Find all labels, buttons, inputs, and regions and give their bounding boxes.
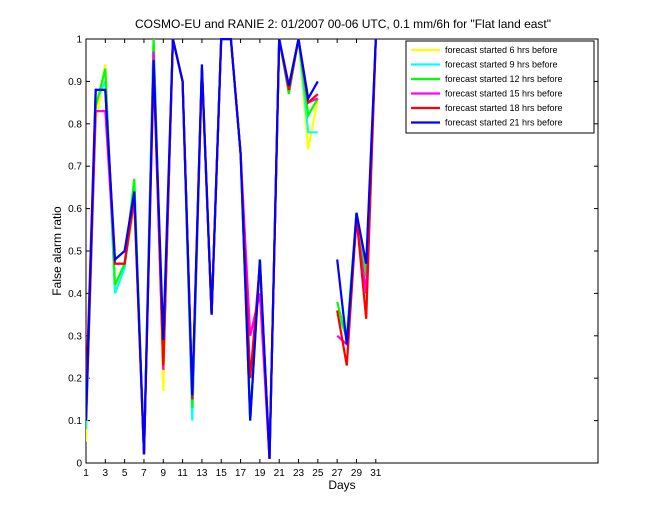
- x-tick-label: 9: [161, 468, 167, 479]
- y-tick-label: 0: [76, 459, 82, 470]
- y-tick-label: 0.7: [68, 162, 82, 173]
- y-tick-label: 1: [76, 35, 82, 46]
- series-line-5: [86, 38, 377, 459]
- x-axis-title: Days: [328, 478, 355, 492]
- x-tick-label: 31: [370, 468, 382, 479]
- x-tick-label: 17: [235, 468, 247, 479]
- legend-label-0: forecast started 6 hrs before: [445, 45, 558, 55]
- legend-label-4: forecast started 18 hrs before: [445, 103, 563, 113]
- legend-label-3: forecast started 15 hrs before: [445, 89, 563, 99]
- x-tick-label: 7: [141, 468, 147, 479]
- x-tick-label: 21: [274, 468, 286, 479]
- chart-title: COSMO-EU and RANIE 2: 01/2007 00-06 UTC,…: [135, 17, 551, 31]
- x-tick-label: 23: [293, 468, 305, 479]
- series-lines: [86, 38, 377, 459]
- legend-label-1: forecast started 9 hrs before: [445, 60, 558, 70]
- y-tick-label: 0.9: [68, 77, 82, 88]
- x-tick-label: 13: [196, 468, 208, 479]
- x-tick-label: 15: [216, 468, 228, 479]
- y-axis: 0 0.1 0.2 0.3 0.4 0.5 0.6 0.7 0.8 0.9 1: [68, 35, 598, 470]
- legend: forecast started 6 hrs before forecast st…: [405, 40, 595, 134]
- x-tick-label: 25: [312, 468, 324, 479]
- x-tick-label: 29: [351, 468, 363, 479]
- y-tick-label: 0.6: [68, 204, 82, 215]
- x-tick-label: 5: [122, 468, 128, 479]
- y-tick-label: 0.1: [68, 416, 82, 427]
- y-tick-label: 0.5: [68, 247, 82, 258]
- x-tick-label: 27: [332, 468, 344, 479]
- y-tick-label: 0.2: [68, 374, 82, 385]
- y-axis-title: False alarm ratio: [50, 206, 64, 296]
- y-tick-label: 0.4: [68, 289, 82, 300]
- y-tick-label: 0.8: [68, 119, 82, 130]
- legend-label-5: forecast started 21 hrs before: [445, 118, 563, 128]
- x-tick-label: 3: [103, 468, 109, 479]
- x-tick-label: 1: [83, 468, 89, 479]
- legend-label-2: forecast started 12 hrs before: [445, 74, 563, 84]
- legend-box: [405, 40, 595, 134]
- x-tick-label: 11: [177, 468, 188, 479]
- x-axis: 1 3 5 7 9 11 13 15 17 19 21 23 25 27 29 31: [83, 39, 382, 479]
- x-tick-label: 19: [254, 468, 266, 479]
- y-tick-label: 0.3: [68, 331, 82, 342]
